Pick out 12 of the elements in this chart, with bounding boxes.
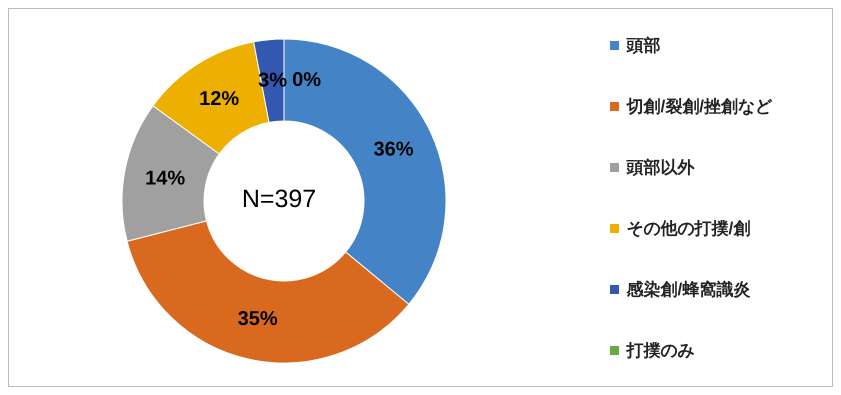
data-label: 12% bbox=[199, 88, 240, 110]
text: 0% bbox=[292, 69, 322, 91]
legend-label: 頭部 bbox=[626, 34, 661, 56]
legend-label: 感染創/蜂窩識炎 bbox=[626, 278, 750, 300]
legend-label: その他の打撲/創 bbox=[626, 218, 750, 240]
legend-label: 打撲のみ bbox=[626, 340, 695, 362]
data-label: 14% bbox=[145, 167, 186, 190]
data-label: 36% bbox=[373, 138, 414, 160]
legend-label: 頭部以外 bbox=[626, 156, 695, 178]
text: N=397 bbox=[242, 185, 316, 213]
data-label: 35% bbox=[238, 308, 278, 330]
legend-label: 切創/裂創/挫創など bbox=[626, 96, 772, 118]
